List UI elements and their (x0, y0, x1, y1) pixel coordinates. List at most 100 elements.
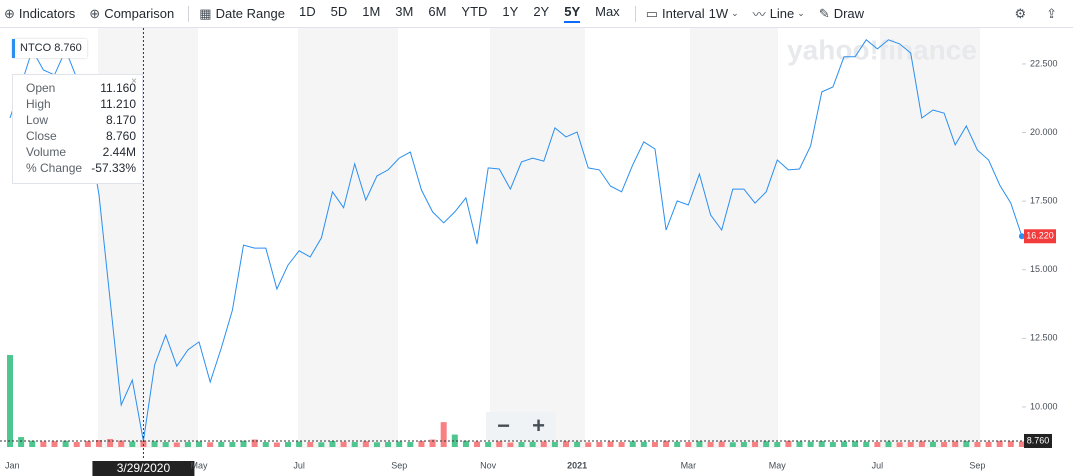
tooltip-row: Low 8.170 (26, 113, 136, 129)
x-tick-label: Jan (5, 460, 20, 470)
tooltip-label: Open (26, 81, 56, 95)
comparison-button[interactable]: Comparison (104, 6, 175, 21)
x-tick-label: Nov (480, 460, 497, 470)
volume-bar (1018, 441, 1025, 447)
x-tick-label: 2021 (567, 460, 587, 470)
y-tick-label: 15.000 (1030, 264, 1058, 274)
volume-bar (84, 441, 91, 447)
share-icon[interactable]: ⇪ (1046, 5, 1057, 21)
volume-bar (340, 441, 347, 447)
volume-bar (574, 441, 581, 447)
volume-bar (373, 442, 380, 447)
volume-bar (251, 439, 258, 447)
volume-bar (51, 441, 58, 447)
y-tick-label: 12.500 (1030, 333, 1058, 343)
volume-bar (651, 442, 658, 447)
volume-bar (262, 442, 269, 447)
range-button[interactable]: YTD (461, 4, 488, 19)
indicators-button[interactable]: Indicators (18, 6, 76, 21)
volume-bar (362, 441, 369, 447)
volume-bar (407, 442, 414, 447)
volume-bar (229, 442, 236, 447)
interval-label[interactable]: Interval (661, 6, 705, 21)
tooltip-label: Volume (26, 145, 67, 159)
volume-bar (140, 440, 147, 447)
volume-bar (62, 440, 69, 447)
volume-bar (818, 441, 825, 447)
volume-bar (696, 441, 703, 447)
crosshair-date: 3/29/2020 (117, 461, 171, 475)
tooltip-label: High (26, 97, 51, 111)
volume-bar (985, 441, 992, 447)
date-range-button[interactable]: Date Range (215, 6, 285, 21)
volume-bar (774, 442, 781, 447)
volume-bar (896, 442, 903, 447)
volume-bar (18, 437, 25, 447)
draw-button[interactable]: Draw (833, 6, 865, 21)
x-tick-label: Jul (872, 460, 884, 470)
volume-bar (952, 441, 959, 447)
tooltip-label: % Change (26, 161, 83, 175)
range-button[interactable]: 2Y (533, 4, 550, 19)
volume-bar (95, 440, 102, 447)
volume-bar (40, 441, 47, 447)
volume-bar (941, 442, 948, 447)
volume-bar (218, 441, 225, 447)
zoom-in[interactable]: + (532, 413, 545, 438)
range-button[interactable]: 5Y (564, 4, 581, 23)
volume-bar (151, 441, 158, 447)
crosshair-tag-label: 8.760 (1027, 435, 1050, 445)
series-legend: NTCO 8.760 (12, 39, 87, 58)
range-button[interactable]: 1D (298, 4, 316, 19)
background-band (880, 28, 980, 448)
range-button[interactable]: 1M (362, 4, 381, 19)
range-button[interactable]: 1Y (502, 4, 519, 19)
legend-name: NTCO (20, 42, 52, 54)
volume-bar (318, 442, 325, 447)
range-button[interactable]: Max (595, 4, 620, 19)
interval-value[interactable]: 1W (708, 6, 729, 21)
volume-bar (674, 441, 681, 447)
volume-bar (863, 441, 870, 447)
settings-icon[interactable]: ⚙ (1014, 5, 1027, 21)
volume-bar (73, 442, 80, 447)
range-button[interactable]: 3M (395, 4, 414, 19)
volume-bar (563, 441, 569, 447)
volume-bar (329, 441, 336, 447)
tooltip-label: Close (26, 129, 57, 143)
range-button[interactable]: 6M (428, 4, 447, 19)
volume-bar (507, 442, 514, 447)
volume-bar (196, 441, 203, 447)
tooltip-value: 11.210 (100, 97, 136, 111)
volume-bar (351, 442, 358, 447)
zoom-controls: − + (486, 412, 556, 440)
zoom-out[interactable]: − (497, 413, 510, 438)
volume-bar (629, 441, 636, 447)
volume-bar (963, 441, 970, 447)
volume-bar (918, 441, 925, 447)
range-button[interactable]: 5D (330, 4, 348, 19)
range-group: 1D 5D 1M 3M 6M YTD 1Y 2Y 5Y Max (299, 4, 635, 23)
crosshair-tag (1024, 433, 1052, 448)
volume-bar (718, 441, 725, 447)
volume-bar (118, 440, 125, 447)
x-tick-label: Mar (681, 460, 697, 470)
tooltip: × Open 11.160 High 11.210 Low 8.170 Close 8.760 V… (12, 74, 143, 184)
line-style-button[interactable]: Line (769, 6, 795, 21)
legend-value: 8.760 (54, 42, 82, 54)
tooltip-row: Close 8.760 (26, 129, 136, 145)
tooltip-row: High 11.210 (26, 97, 136, 113)
watermark: yahoo!finance (787, 34, 977, 65)
volume-bar (785, 440, 792, 447)
price-line (9, 39, 1023, 442)
y-tick-label: 22.500 (1030, 58, 1058, 68)
y-tick-label: 17.500 (1030, 196, 1058, 206)
tooltip-value: 8.760 (105, 129, 136, 143)
x-tick-label: Sep (391, 460, 407, 470)
volume-bar (385, 442, 392, 447)
volume-bar (729, 442, 736, 447)
volume-bar (763, 441, 770, 447)
volume-bar (663, 440, 670, 447)
